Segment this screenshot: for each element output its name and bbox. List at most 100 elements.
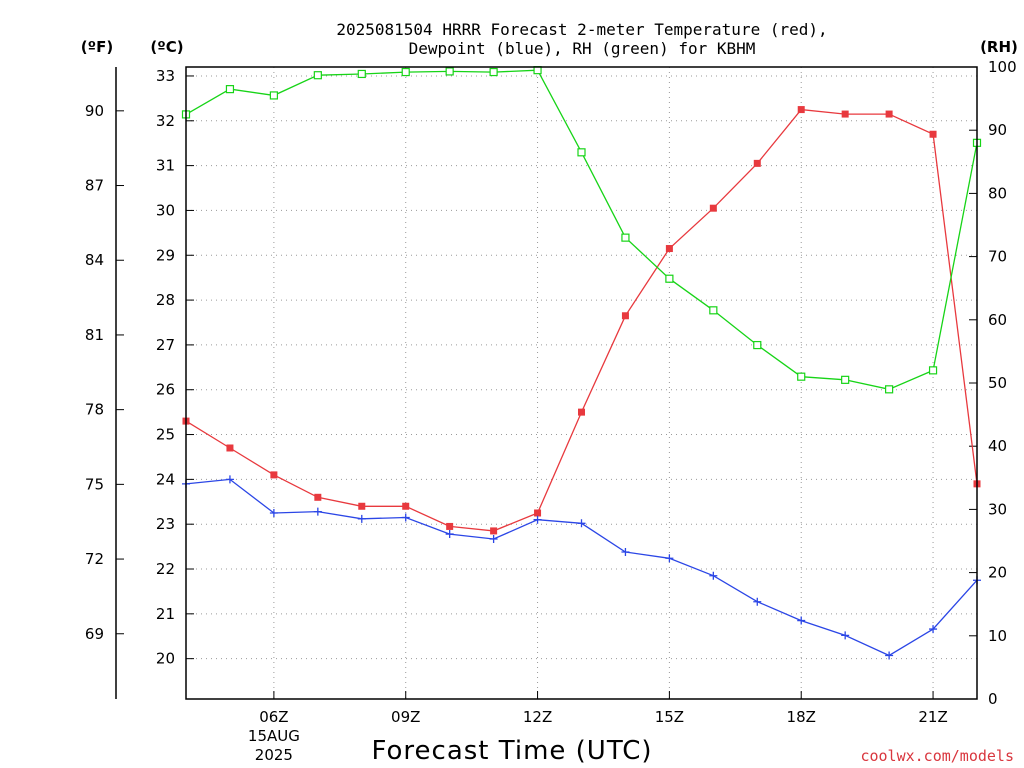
rh-series	[181, 66, 982, 394]
x-tick-label: 12Z	[523, 708, 552, 726]
rh-point	[709, 306, 718, 315]
dewpoint-point	[929, 625, 938, 634]
rh-point	[577, 148, 586, 157]
temperature-point	[534, 509, 542, 517]
dewpoint-point	[269, 508, 278, 517]
fahrenheit-tick-label: 69	[85, 625, 104, 643]
rh-tick-label: 90	[988, 121, 1007, 139]
dewpoint-point	[577, 519, 586, 528]
celsius-tick-label: 25	[156, 426, 175, 444]
dewpoint-point	[313, 507, 322, 516]
celsius-tick-label: 26	[156, 381, 175, 399]
dewpoint-point	[401, 513, 410, 522]
fahrenheit-tick-label: 78	[85, 401, 104, 419]
dewpoint-point	[489, 534, 498, 543]
celsius-tick-label: 33	[156, 67, 175, 85]
x-tick-label: 06Z	[259, 708, 288, 726]
dewpoint-point	[753, 597, 762, 606]
rh-unit-label: (RH)	[980, 38, 1018, 56]
celsius-unit-label: (ºC)	[150, 38, 183, 56]
dewpoint-point	[533, 515, 542, 524]
fahrenheit-tick-label: 84	[85, 251, 104, 269]
temperature-point	[753, 159, 761, 167]
rh-tick-label: 60	[988, 311, 1007, 329]
dewpoint-line	[185, 478, 978, 657]
celsius-tick-label: 31	[156, 157, 175, 175]
rh-tick-label: 40	[988, 437, 1007, 455]
rh-point	[225, 85, 235, 94]
temperature-point	[621, 312, 629, 320]
x-tick-date: 15AUG	[248, 727, 300, 745]
dewpoint-series	[182, 475, 981, 660]
rh-tick-label: 80	[988, 184, 1007, 202]
temperature-point	[665, 245, 673, 253]
rh-point	[401, 67, 410, 77]
rh-tick-label: 100	[988, 58, 1017, 76]
temperature-point	[270, 471, 278, 479]
rh-point	[753, 340, 762, 350]
temperature-line	[185, 108, 978, 532]
fahrenheit-tick-label: 90	[85, 102, 104, 120]
dewpoint-point	[445, 530, 454, 539]
dewpoint-point	[797, 616, 806, 625]
rh-point	[841, 375, 850, 384]
dewpoint-point	[885, 651, 894, 660]
rh-tick-label: 10	[988, 627, 1007, 645]
rh-point	[445, 67, 454, 76]
rh-point	[885, 385, 894, 394]
rh-point	[797, 372, 806, 381]
x-tick-label: 15Z	[655, 708, 684, 726]
rh-point	[621, 233, 630, 242]
temperature-point	[314, 493, 322, 501]
fahrenheit-tick-label: 72	[85, 550, 104, 568]
dewpoint-point	[621, 547, 630, 556]
temperature-point	[226, 444, 234, 452]
temperature-point	[885, 110, 893, 118]
credit-text: coolwx.com/models	[860, 747, 1014, 765]
temperature-point	[929, 130, 937, 138]
rh-tick-label: 0	[988, 690, 998, 708]
rh-point	[928, 366, 938, 375]
x-axis-label: Forecast Time (UTC)	[371, 736, 652, 766]
axes: 20 21 22 23 24 25 26 27 28 29 30 31 32 33 69 72 75 78 81 84…	[85, 58, 1017, 764]
dewpoint-point	[709, 571, 718, 580]
celsius-tick-label: 30	[156, 201, 175, 219]
data-series	[181, 66, 982, 660]
fahrenheit-tick-label: 81	[85, 326, 104, 344]
celsius-tick-label: 32	[156, 112, 175, 130]
x-tick-label: 09Z	[391, 708, 420, 726]
dewpoint-point	[357, 514, 366, 523]
temperature-point	[709, 204, 717, 212]
dewpoint-point	[841, 631, 850, 640]
temperature-series	[182, 106, 981, 535]
celsius-tick-label: 23	[156, 515, 175, 533]
temperature-point	[358, 502, 366, 510]
rh-point	[489, 67, 498, 77]
temperature-point	[797, 106, 805, 114]
temperature-point	[490, 527, 498, 535]
x-tick-label: 18Z	[787, 708, 816, 726]
temperature-point	[402, 502, 410, 510]
celsius-tick-label: 27	[156, 336, 175, 354]
rh-line	[185, 69, 978, 390]
rh-point	[665, 274, 674, 283]
dewpoint-point	[665, 554, 674, 563]
chart-title-line-1: 2025081504 HRRR Forecast 2-meter Tempera…	[336, 20, 827, 39]
x-tick-year: 2025	[255, 746, 293, 764]
rh-tick-label: 30	[988, 500, 1007, 518]
dewpoint-point	[225, 475, 234, 484]
celsius-tick-label: 22	[156, 560, 175, 578]
fahrenheit-tick-label: 75	[85, 475, 104, 493]
rh-tick-label: 50	[988, 374, 1007, 392]
celsius-tick-label: 28	[156, 291, 175, 309]
temperature-point	[446, 522, 454, 530]
celsius-tick-label: 24	[156, 470, 175, 488]
rh-point	[313, 71, 322, 80]
rh-point	[269, 91, 278, 100]
rh-point	[357, 69, 366, 79]
temperature-point	[578, 408, 585, 416]
rh-tick-label: 20	[988, 564, 1007, 582]
celsius-tick-label: 21	[156, 605, 175, 623]
celsius-tick-label: 29	[156, 246, 175, 264]
